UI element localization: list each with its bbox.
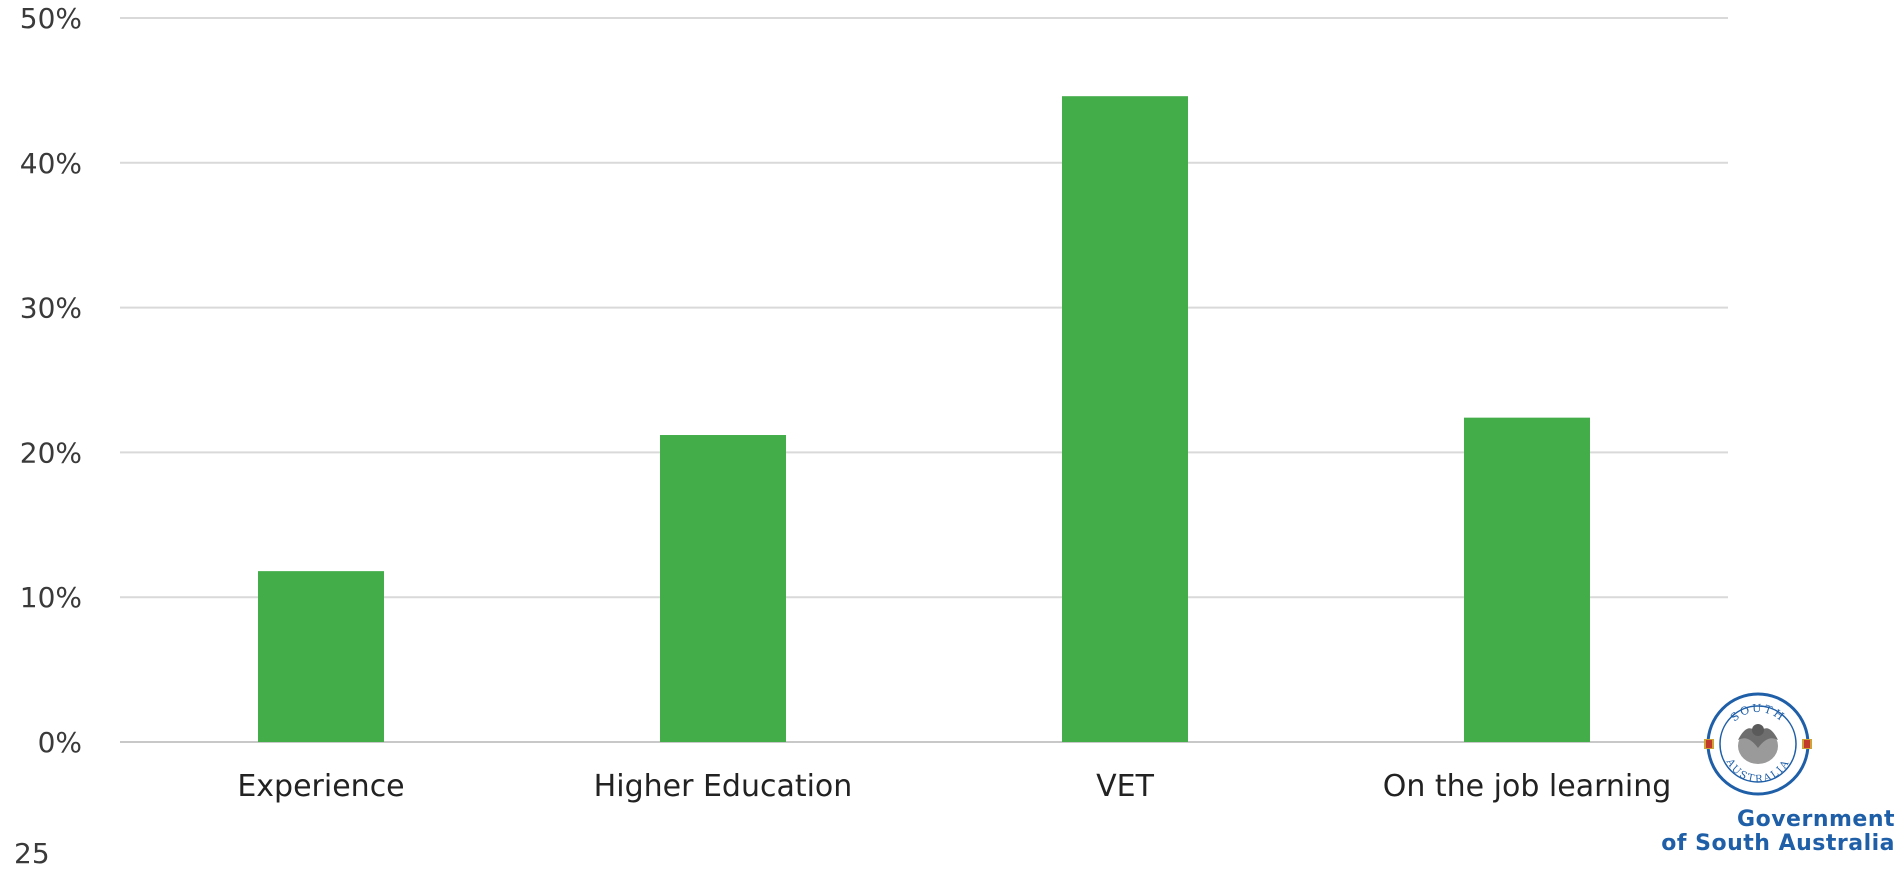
government-seal-logo: SOUTH AUSTRALIA (1704, 692, 1812, 796)
bars (258, 96, 1590, 742)
y-tick-label: 10% (20, 581, 82, 614)
y-axis-tick-labels: 0% 10% 20% 30% 40% 50% (20, 2, 82, 759)
y-tick-label: 50% (20, 2, 82, 35)
page-number: 25 (14, 837, 50, 870)
y-tick-label: 40% (20, 147, 82, 180)
x-category-label: Experience (237, 769, 404, 804)
bar (1464, 417, 1590, 742)
y-tick-label: 30% (20, 292, 82, 325)
x-category-label: On the job learning (1383, 769, 1672, 804)
bar (258, 571, 384, 742)
x-category-label: Higher Education (594, 769, 853, 804)
government-wordmark: Government of South Australia (1661, 808, 1895, 856)
gridlines (120, 17, 1728, 743)
south-australia-seal-icon: SOUTH AUSTRALIA (1704, 692, 1812, 796)
bar (660, 435, 786, 742)
y-tick-label: 0% (38, 726, 82, 759)
government-wordmark-line1: Government (1737, 807, 1895, 832)
x-category-label: VET (1096, 769, 1154, 804)
y-tick-label: 20% (20, 436, 82, 469)
x-axis-category-labels: Experience Higher Education VET On the job … (237, 769, 1671, 804)
government-wordmark-line2: of South Australia (1661, 831, 1895, 856)
bar (1062, 96, 1188, 742)
